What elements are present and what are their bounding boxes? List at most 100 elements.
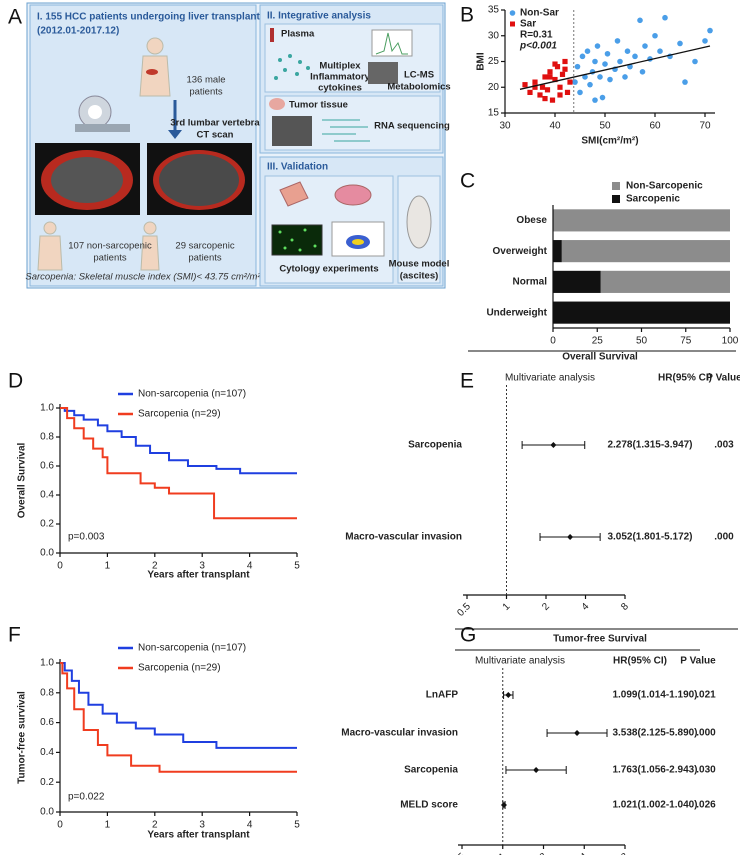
x-tick-label: 8 xyxy=(619,601,631,613)
panel-letter: A xyxy=(8,6,22,29)
y-tick-label: 0.6 xyxy=(40,717,54,728)
row-label: Macro-vascular invasion xyxy=(345,532,462,543)
group-text: 107 non-sarcopenic xyxy=(68,241,152,252)
survival-line xyxy=(60,662,297,773)
y-tick-label: 0.2 xyxy=(40,777,54,788)
point xyxy=(562,66,568,72)
p-label: .000 xyxy=(714,532,734,543)
point xyxy=(624,48,631,54)
column-header: Multivariate analysis xyxy=(475,656,565,667)
cells-icon xyxy=(278,228,317,252)
p-label: .026 xyxy=(696,800,716,811)
legend-label: Sarcopenia (n=29) xyxy=(138,663,221,674)
decoration xyxy=(288,54,292,58)
plasma-text: Plasma xyxy=(281,29,315,40)
x-tick-label: 3 xyxy=(199,561,205,572)
x-tick-label: 25 xyxy=(592,336,604,347)
male-text: 136 male xyxy=(186,75,225,86)
panel-letter: G xyxy=(460,624,476,647)
decoration xyxy=(313,244,317,248)
point xyxy=(707,27,713,34)
point xyxy=(547,74,553,80)
liver-icon xyxy=(146,69,158,75)
x-tick-label: 0 xyxy=(57,561,63,572)
x-tick-label: 4 xyxy=(580,601,592,613)
ct-text: CT scan xyxy=(197,130,234,141)
annotation: p<0.001 xyxy=(519,41,557,52)
y-tick-label: 25 xyxy=(488,56,500,67)
point xyxy=(614,38,621,44)
section-1-title: (2012.01-2017.12) xyxy=(37,26,119,37)
point xyxy=(657,48,663,54)
point xyxy=(602,61,608,67)
x-tick-label: 60 xyxy=(649,121,661,132)
x-tick-label: 0 xyxy=(57,820,63,831)
section-3-title: III. Validation xyxy=(267,162,328,173)
chart-title: Overall Survival xyxy=(562,352,638,363)
fit-line xyxy=(519,45,711,90)
x-tick-label: 2 xyxy=(538,851,550,855)
panel-a-diagram: I. 155 HCC patients undergoing liver tra… xyxy=(25,2,451,289)
tissue-text: Tumor tissue xyxy=(289,100,348,111)
row-label: Macro-vascular invasion xyxy=(341,728,458,739)
bar xyxy=(553,270,601,293)
y-axis-label: Tumor-free survival xyxy=(17,691,28,784)
decoration xyxy=(303,228,307,232)
hr-point xyxy=(567,534,574,540)
point xyxy=(537,92,543,98)
column-header: HR(95% CI) xyxy=(613,656,667,667)
legend-label: Non-Sarcopenic xyxy=(626,181,703,192)
x-tick-label: 3 xyxy=(199,820,205,831)
sequencer-icon xyxy=(272,116,312,146)
hr-label: 1.021(1.002-1.040) xyxy=(612,800,697,811)
hr-point xyxy=(500,802,507,808)
y-tick-label: Overweight xyxy=(493,246,548,257)
point xyxy=(652,32,658,39)
point xyxy=(562,58,568,65)
rna-text: RNA sequencing xyxy=(374,121,450,132)
x-tick-label: 5 xyxy=(294,820,300,831)
point xyxy=(574,63,581,70)
section-1-title: I. 155 HCC patients undergoing liver tra… xyxy=(37,12,260,23)
point xyxy=(559,71,566,77)
point xyxy=(617,58,623,65)
decoration xyxy=(306,66,310,70)
x-tick-label: 75 xyxy=(680,336,692,347)
dish-icon xyxy=(334,184,372,206)
cytokine-text: Multiplex xyxy=(319,61,361,72)
panel-letter: D xyxy=(8,370,23,393)
hr-point xyxy=(533,767,540,773)
y-tick-label: 30 xyxy=(488,30,500,41)
mouse-text: (ascites) xyxy=(400,271,439,282)
hr-label: 3.052(1.801-5.172) xyxy=(607,532,692,543)
x-tick-label: 2 xyxy=(152,820,158,831)
column-header: Multivariate analysis xyxy=(505,373,595,384)
ct-image xyxy=(51,157,123,203)
decoration xyxy=(298,248,302,252)
x-tick-label: 1 xyxy=(105,561,111,572)
reads-icon xyxy=(322,119,370,142)
point xyxy=(622,74,628,80)
point xyxy=(592,58,598,65)
point xyxy=(564,89,571,95)
x-axis-label: SMI(cm²/m²) xyxy=(581,136,638,147)
row-label: MELD score xyxy=(400,800,458,811)
column-header: P Value xyxy=(706,373,740,384)
chart-title: Tumor-free Survival xyxy=(553,634,647,645)
hr-label: 1.763(1.056-2.943) xyxy=(612,765,697,776)
x-tick-label: 4 xyxy=(247,561,253,572)
cytology-text: Cytology experiments xyxy=(279,264,378,275)
point xyxy=(632,53,638,60)
legend-label: Non-sarcopenia (n=107) xyxy=(138,643,246,654)
x-tick-label: 70 xyxy=(699,121,711,132)
x-tick-label: 2 xyxy=(540,601,552,613)
cytokine-text: cytokines xyxy=(318,83,362,94)
legend-label: Non-sarcopenia (n=107) xyxy=(138,389,246,400)
legend-label: Sarcopenic xyxy=(626,194,680,205)
point xyxy=(542,74,548,80)
point xyxy=(542,95,548,102)
ct-text: 3rd lumbar vertebra xyxy=(170,118,260,129)
point xyxy=(682,79,688,85)
ct-scanner xyxy=(75,124,130,132)
point xyxy=(594,43,601,49)
